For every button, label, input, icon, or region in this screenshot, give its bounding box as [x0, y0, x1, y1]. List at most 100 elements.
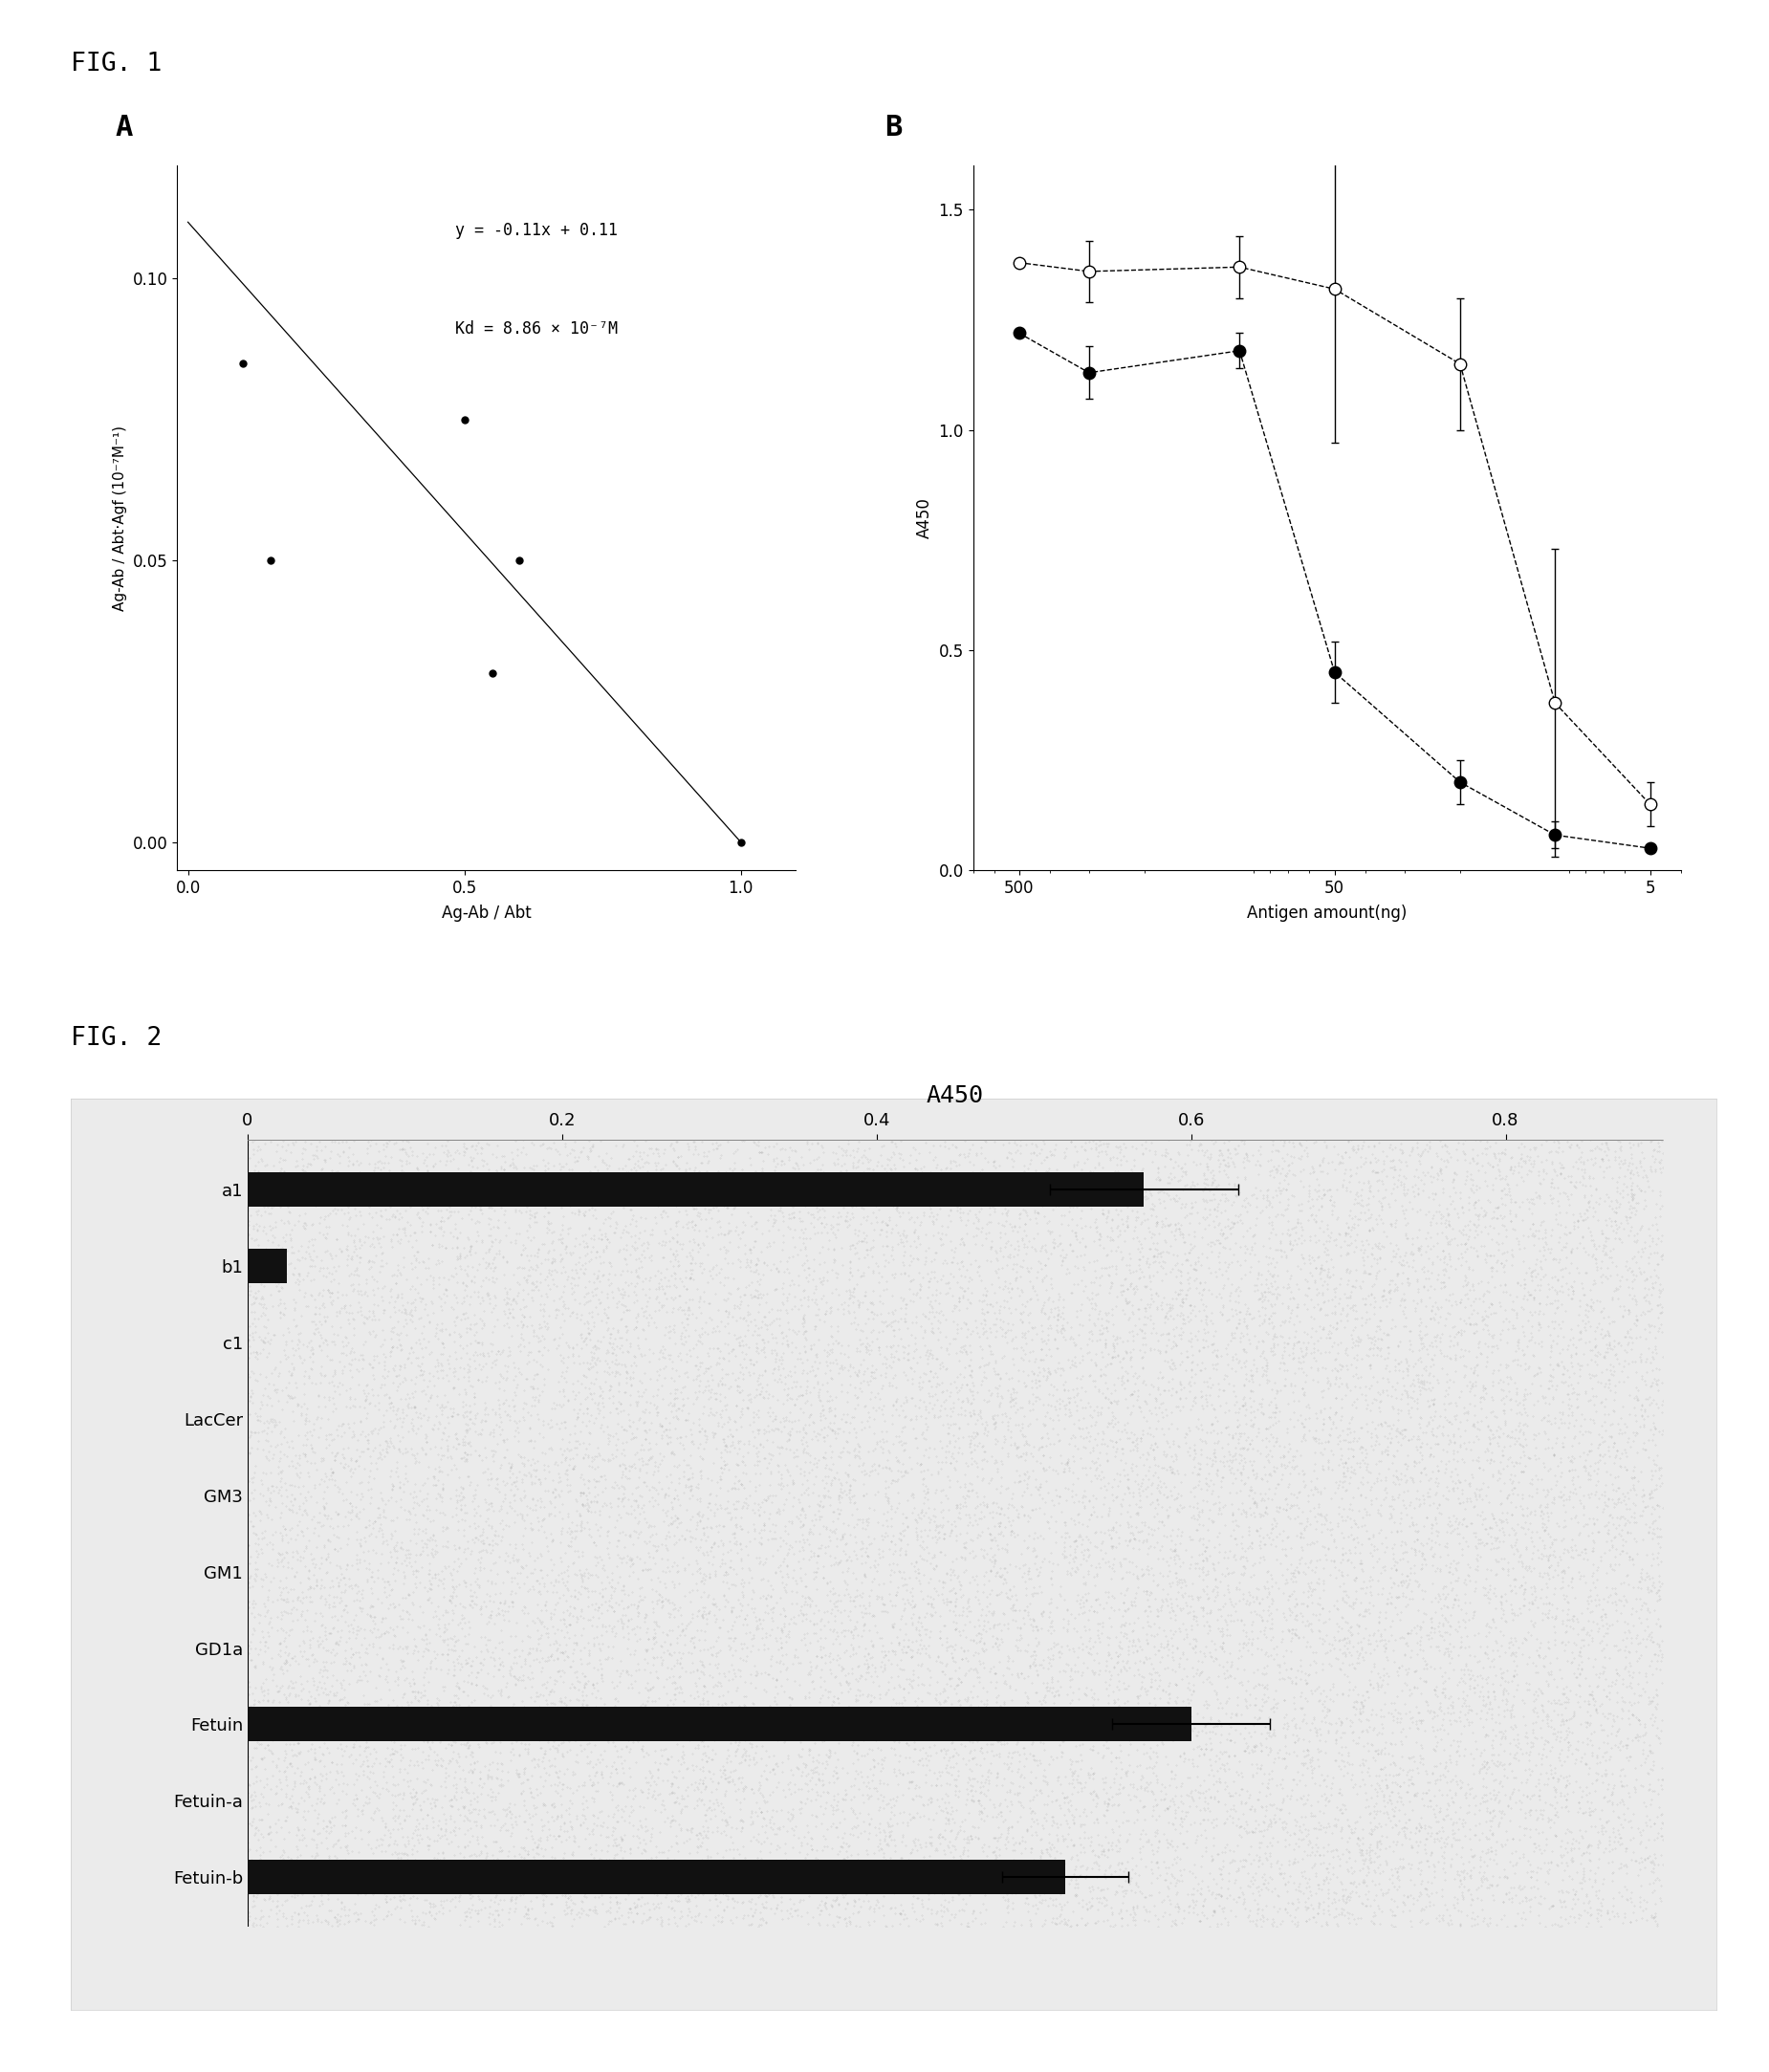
- Point: [953, 1906, 982, 1939]
- Point: [1159, 1566, 1187, 1600]
- Point: [1369, 1361, 1398, 1394]
- Point: [1587, 1318, 1615, 1351]
- Point: [520, 1452, 548, 1486]
- Point: [1467, 1498, 1495, 1531]
- Point: [1355, 1852, 1383, 1886]
- Point: [927, 1906, 955, 1939]
- Point: [918, 1392, 946, 1426]
- Point: [1145, 1600, 1173, 1633]
- Point: [550, 1620, 578, 1653]
- Point: [1334, 1237, 1362, 1270]
- Point: [858, 1355, 886, 1388]
- Point: [1180, 1668, 1208, 1701]
- Point: [966, 1788, 994, 1821]
- Point: [884, 1216, 913, 1249]
- Point: [1619, 1699, 1647, 1732]
- Point: [1528, 1473, 1557, 1506]
- Point: [1205, 1187, 1233, 1220]
- Point: [1091, 1819, 1120, 1852]
- Point: [568, 1560, 596, 1593]
- Point: [582, 1278, 610, 1312]
- Point: [1551, 1227, 1580, 1260]
- Point: [1528, 1260, 1557, 1293]
- Point: [1408, 1175, 1436, 1208]
- Point: [1321, 1382, 1350, 1415]
- Point: [1477, 1336, 1505, 1370]
- Point: [274, 1595, 302, 1629]
- Point: [1037, 1537, 1065, 1571]
- Point: [1291, 1769, 1320, 1803]
- Point: [743, 1608, 771, 1641]
- Point: [844, 1144, 872, 1177]
- Point: [292, 1641, 320, 1674]
- Point: [421, 1529, 449, 1562]
- Point: [1254, 1575, 1283, 1608]
- Point: [647, 1330, 676, 1363]
- Point: [1509, 1417, 1537, 1450]
- Point: [628, 1339, 656, 1372]
- Point: [946, 1854, 975, 1888]
- Point: [860, 1297, 888, 1330]
- Point: [1413, 1865, 1442, 1898]
- Point: [432, 1148, 460, 1181]
- Point: [1376, 1127, 1405, 1160]
- Point: [306, 1357, 334, 1390]
- Point: [782, 1809, 810, 1842]
- Point: [831, 1423, 860, 1457]
- Point: [1183, 1241, 1212, 1274]
- Point: [876, 1848, 904, 1881]
- Point: [906, 1828, 934, 1861]
- Point: [1539, 1788, 1567, 1821]
- Point: [584, 1560, 612, 1593]
- Point: [1569, 1610, 1597, 1643]
- Point: [992, 1556, 1021, 1589]
- Point: [1136, 1330, 1164, 1363]
- Point: [568, 1886, 596, 1919]
- Point: [430, 1697, 458, 1730]
- Point: [640, 1641, 669, 1674]
- Point: [863, 1883, 892, 1917]
- Point: [517, 1506, 545, 1539]
- Point: [497, 1883, 525, 1917]
- Point: [322, 1198, 350, 1231]
- Point: [941, 1129, 969, 1162]
- Point: [287, 1299, 315, 1332]
- Point: [819, 1709, 847, 1743]
- Point: [1474, 1307, 1502, 1341]
- Point: [428, 1455, 456, 1488]
- Point: [1060, 1647, 1088, 1680]
- Point: [1208, 1614, 1237, 1647]
- Point: [1247, 1382, 1275, 1415]
- Point: [999, 1210, 1028, 1243]
- Point: [1546, 1838, 1574, 1871]
- Point: [1585, 1481, 1613, 1515]
- Point: [1019, 1647, 1047, 1680]
- Point: [361, 1390, 389, 1423]
- Point: [621, 1515, 649, 1548]
- Point: [1479, 1150, 1507, 1183]
- Point: [1357, 1484, 1385, 1517]
- Point: [1597, 1709, 1626, 1743]
- Point: [361, 1608, 389, 1641]
- Point: [377, 1423, 405, 1457]
- Point: [417, 1287, 446, 1320]
- Point: [311, 1179, 340, 1212]
- Point: [959, 1127, 987, 1160]
- Point: [257, 1641, 285, 1674]
- Point: [1638, 1852, 1666, 1886]
- Point: [571, 1239, 600, 1272]
- Point: [506, 1334, 534, 1368]
- Point: [930, 1446, 959, 1479]
- Point: [672, 1193, 701, 1227]
- Point: [1228, 1455, 1256, 1488]
- Point: [1329, 1293, 1357, 1326]
- Point: [1123, 1380, 1152, 1413]
- Point: [557, 1276, 586, 1310]
- Point: [1100, 1649, 1129, 1682]
- Point: [1010, 1498, 1038, 1531]
- Point: [1309, 1254, 1337, 1287]
- Point: [1261, 1320, 1290, 1353]
- Point: [642, 1280, 670, 1314]
- Point: [888, 1569, 916, 1602]
- Point: [499, 1537, 527, 1571]
